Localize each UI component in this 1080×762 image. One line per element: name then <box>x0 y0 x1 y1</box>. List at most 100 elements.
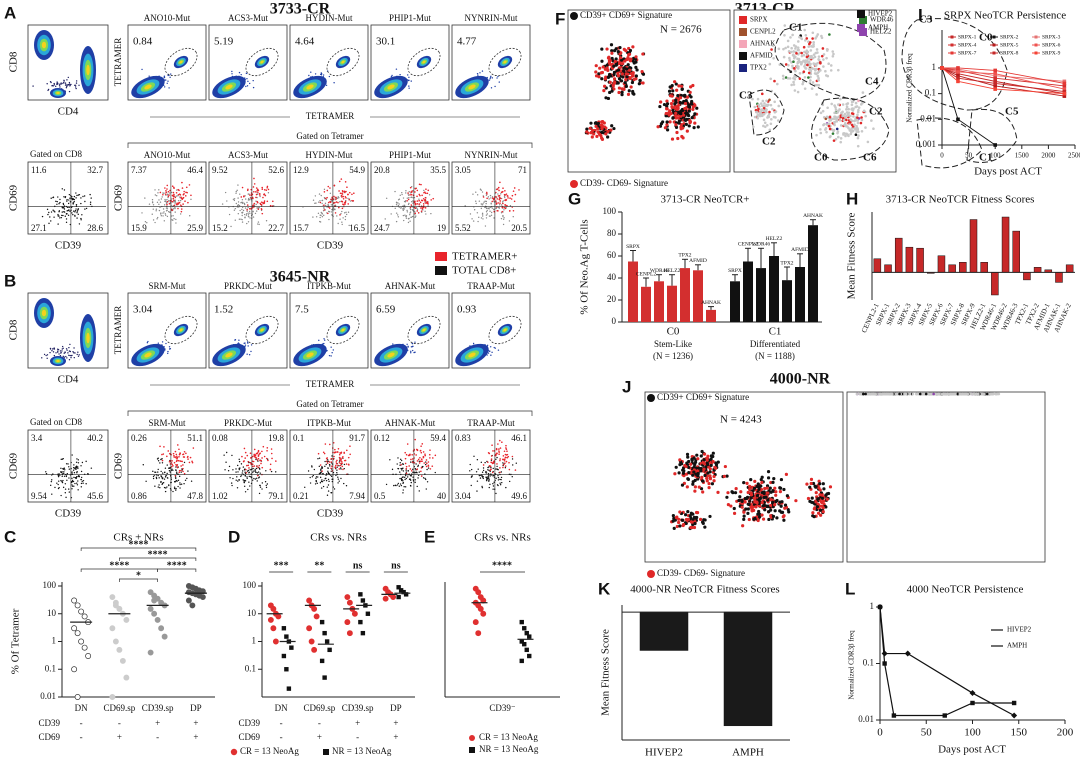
event-dot <box>72 210 75 212</box>
event-dot <box>491 351 493 354</box>
event-dot <box>151 199 154 201</box>
density-blob <box>179 60 183 64</box>
umap-cell <box>803 87 807 90</box>
umap-cell <box>759 114 763 118</box>
event-dot <box>488 452 491 455</box>
event-dot <box>228 465 231 468</box>
sig-label: ** <box>314 560 324 571</box>
umap-cell <box>864 114 867 118</box>
umap-cell <box>600 47 604 51</box>
event-dot <box>65 463 68 465</box>
event-dot <box>230 225 232 228</box>
event-dot <box>335 462 338 465</box>
data-point <box>327 647 332 653</box>
event-dot <box>246 209 248 211</box>
umap-cell <box>712 474 716 479</box>
umap-cell <box>627 53 631 57</box>
event-dot <box>68 477 70 479</box>
umap-cell <box>797 65 800 68</box>
umap-cell <box>841 110 844 114</box>
umap-cell <box>665 107 669 111</box>
event-dot <box>337 476 339 478</box>
event-dot <box>71 485 74 487</box>
event-dot <box>405 217 408 219</box>
data-point <box>74 602 81 609</box>
event-dot <box>254 212 257 215</box>
event-dot <box>488 469 490 472</box>
umap-cell <box>852 115 855 118</box>
umap-cell <box>761 517 766 521</box>
event-dot <box>333 455 335 458</box>
event-dot <box>414 207 417 210</box>
event-dot <box>495 203 498 205</box>
event-dot <box>512 464 514 466</box>
event-dot <box>504 467 507 469</box>
event-dot <box>242 466 245 468</box>
gate-caption: Gated on Tetramer <box>296 399 363 409</box>
event-dot <box>341 196 343 198</box>
event-dot <box>180 460 182 463</box>
event-dot <box>77 213 79 216</box>
event-dot <box>261 186 263 189</box>
category-label: DP <box>390 703 402 713</box>
quadrant-value: 9.54 <box>31 491 47 501</box>
umap-cell <box>856 110 860 114</box>
umap-cell <box>686 455 690 459</box>
umap-cell <box>762 118 766 122</box>
umap-cell <box>805 37 809 40</box>
event-dot <box>186 456 189 458</box>
event-dot <box>75 461 78 464</box>
umap-cell <box>628 76 632 81</box>
event-dot <box>253 477 255 480</box>
data-point <box>116 605 123 612</box>
data-point <box>346 599 353 606</box>
event-dot <box>500 471 503 473</box>
umap-cell <box>773 486 777 490</box>
event-dot <box>395 203 398 206</box>
umap-cell <box>821 506 825 510</box>
event-dot <box>341 462 343 465</box>
event-dot <box>339 218 341 220</box>
event-dot <box>159 487 161 489</box>
event-dot <box>409 220 411 222</box>
event-dot <box>74 215 76 217</box>
umap-cell <box>839 97 842 101</box>
event-dot <box>52 209 54 211</box>
data-point <box>319 658 325 664</box>
umap-cell <box>812 507 816 511</box>
event-dot <box>145 480 147 482</box>
umap-cell <box>828 115 832 119</box>
event-dot <box>164 193 167 195</box>
umap-cell <box>836 111 839 114</box>
event-dot <box>397 204 400 207</box>
umap-cell <box>776 119 780 122</box>
umap-cell <box>680 483 685 487</box>
event-dot <box>266 449 268 452</box>
event-dot <box>63 356 66 358</box>
umap-cell <box>662 102 667 107</box>
umap-cell <box>833 104 836 107</box>
event-dot <box>335 198 337 200</box>
umap-cell <box>697 466 701 470</box>
event-dot <box>238 218 241 220</box>
event-dot <box>488 208 490 210</box>
event-dot <box>89 193 91 196</box>
event-dot <box>243 213 246 216</box>
event-dot <box>169 348 171 350</box>
event-dot <box>338 468 341 470</box>
event-dot <box>253 465 256 467</box>
event-dot <box>304 486 306 488</box>
event-dot <box>237 184 239 186</box>
data-point <box>401 589 406 595</box>
umap-cell <box>820 36 824 40</box>
event-dot <box>54 211 56 213</box>
event-dot <box>412 202 414 204</box>
plot-frame <box>27 429 109 503</box>
event-dot <box>170 198 173 200</box>
event-dot <box>315 202 317 204</box>
data-point <box>390 594 397 600</box>
density-blob <box>468 352 476 358</box>
event-dot <box>266 483 269 485</box>
event-dot <box>404 462 407 465</box>
event-dot <box>158 189 160 191</box>
